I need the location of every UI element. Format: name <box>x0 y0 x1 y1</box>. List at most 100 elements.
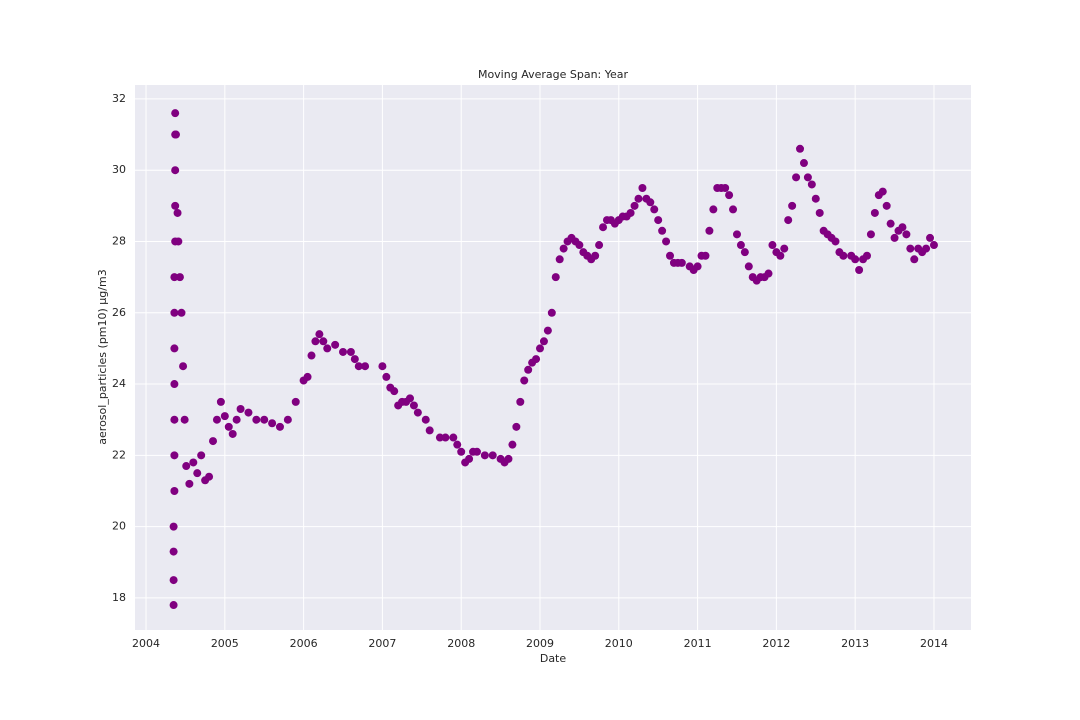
y-tick-label: 26 <box>112 306 126 319</box>
chart-title: Moving Average Span: Year <box>478 68 629 81</box>
point <box>524 365 533 374</box>
point <box>792 173 801 182</box>
point <box>212 415 221 424</box>
point <box>177 308 186 317</box>
point <box>193 469 202 478</box>
point <box>182 462 191 471</box>
point <box>595 241 604 250</box>
point <box>811 194 820 203</box>
point <box>559 244 568 253</box>
point <box>220 412 229 421</box>
x-axis-label: Date <box>540 652 567 665</box>
point <box>504 454 513 463</box>
point <box>776 251 785 260</box>
point <box>323 344 332 353</box>
point <box>171 109 180 118</box>
point <box>346 347 355 356</box>
point <box>175 273 184 282</box>
plot-area <box>135 85 971 630</box>
point <box>870 208 879 217</box>
point <box>311 337 320 346</box>
point <box>744 262 753 271</box>
point <box>508 440 517 449</box>
x-tick-label: 2012 <box>762 637 790 650</box>
point <box>170 486 179 495</box>
point <box>319 337 328 346</box>
point <box>725 191 734 200</box>
point <box>169 576 178 585</box>
point <box>539 337 548 346</box>
point <box>886 219 895 228</box>
point <box>831 237 840 246</box>
point <box>205 472 214 481</box>
point <box>551 273 560 282</box>
point <box>575 241 584 250</box>
point <box>354 362 363 371</box>
point <box>929 241 938 250</box>
point <box>646 198 655 207</box>
point <box>866 230 875 239</box>
x-tick-label: 2004 <box>132 637 160 650</box>
x-tick-label: 2008 <box>447 637 475 650</box>
point <box>169 601 178 610</box>
point <box>902 230 911 239</box>
point <box>862 251 871 260</box>
point <box>796 144 805 153</box>
point <box>307 351 316 360</box>
point <box>488 451 497 460</box>
point <box>520 376 529 385</box>
point <box>736 241 745 250</box>
point <box>173 208 182 217</box>
point <box>882 201 891 210</box>
y-tick-label: 32 <box>112 92 126 105</box>
point <box>780 244 789 253</box>
point <box>654 216 663 225</box>
point <box>170 380 179 389</box>
point <box>662 237 671 246</box>
y-tick-label: 20 <box>112 520 126 533</box>
point <box>630 201 639 210</box>
point <box>803 173 812 182</box>
point <box>409 401 418 410</box>
point <box>171 130 180 139</box>
point <box>449 433 458 442</box>
point <box>291 397 300 406</box>
point <box>721 184 730 193</box>
point <box>701 251 710 260</box>
point <box>740 248 749 257</box>
point <box>170 273 179 282</box>
point <box>171 201 180 210</box>
point <box>283 415 292 424</box>
point <box>378 362 387 371</box>
point <box>591 251 600 260</box>
point <box>729 205 738 214</box>
point <box>232 415 241 424</box>
point <box>244 408 253 417</box>
point <box>180 415 189 424</box>
point <box>799 159 808 168</box>
point <box>174 237 183 246</box>
point <box>784 216 793 225</box>
point <box>189 458 198 467</box>
point <box>421 415 430 424</box>
x-tick-label: 2007 <box>368 637 396 650</box>
point <box>197 451 206 460</box>
point <box>170 451 179 460</box>
point <box>532 355 541 364</box>
y-tick-label: 28 <box>112 234 126 247</box>
point <box>339 347 348 356</box>
point <box>851 255 860 264</box>
point <box>390 387 399 396</box>
y-tick-label: 18 <box>112 591 126 604</box>
x-tick-label: 2005 <box>211 637 239 650</box>
point <box>599 223 608 232</box>
point <box>677 258 686 267</box>
point <box>236 405 245 414</box>
point <box>472 447 481 456</box>
point <box>179 362 188 371</box>
x-tick-label: 2014 <box>920 637 948 650</box>
point <box>855 265 864 274</box>
point <box>260 415 269 424</box>
point <box>170 344 179 353</box>
